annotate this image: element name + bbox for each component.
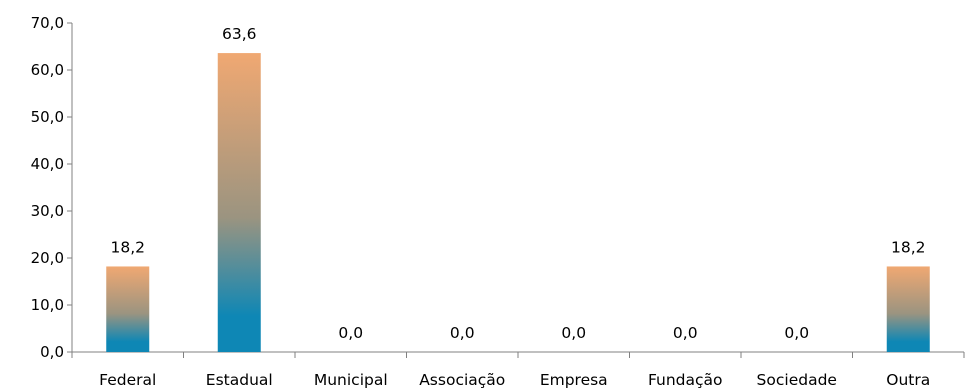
data-label: 18,2 xyxy=(110,238,145,256)
bar-federal xyxy=(106,266,150,352)
category-label: Federal xyxy=(99,371,156,389)
y-tick-label: 0,0 xyxy=(40,343,64,361)
bar-outra xyxy=(886,266,930,352)
category-label: Associação xyxy=(419,371,505,389)
category-label: Estadual xyxy=(206,371,273,389)
category-label: Municipal xyxy=(314,371,388,389)
x-axis: Federal Estadual Municipal Associação Empres… xyxy=(71,351,965,389)
data-label: 0,0 xyxy=(673,324,698,342)
y-tick-label: 60,0 xyxy=(31,61,64,79)
category-label: Empresa xyxy=(540,371,608,389)
data-label: 63,6 xyxy=(222,25,257,43)
data-label: 18,2 xyxy=(891,238,926,256)
y-tick-label: 30,0 xyxy=(31,202,64,220)
y-tick-label: 70,0 xyxy=(31,14,64,32)
y-tick-label: 40,0 xyxy=(31,155,64,173)
category-label: Sociedade xyxy=(757,371,837,389)
category-label: Fundação xyxy=(648,371,723,389)
data-label: 0,0 xyxy=(338,324,363,342)
data-label: 0,0 xyxy=(450,324,475,342)
data-labels: 18,2 63,6 0,0 0,0 0,0 0,0 0,0 18,2 xyxy=(110,25,925,342)
bars xyxy=(106,53,930,353)
data-label: 0,0 xyxy=(784,324,809,342)
y-axis: 0,0 10,0 20,0 30,0 40,0 50,0 60,0 70,0 xyxy=(31,14,73,361)
category-label: Outra xyxy=(886,371,930,389)
y-tick-label: 10,0 xyxy=(31,296,64,314)
bar-estadual xyxy=(217,53,261,353)
y-tick-label: 20,0 xyxy=(31,249,64,267)
data-label: 0,0 xyxy=(561,324,586,342)
y-tick-label: 50,0 xyxy=(31,108,64,126)
